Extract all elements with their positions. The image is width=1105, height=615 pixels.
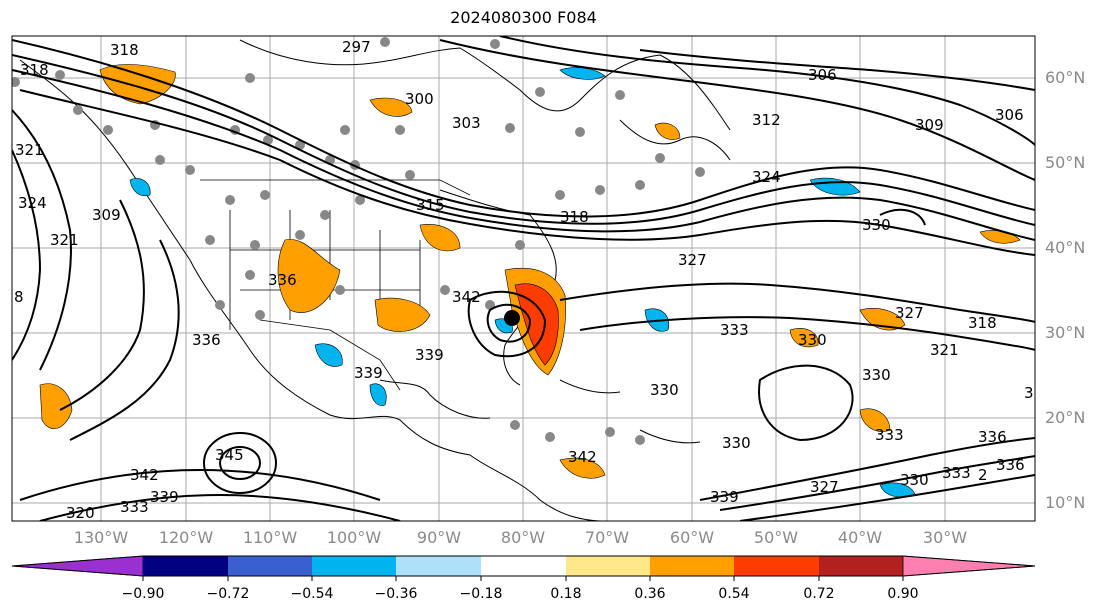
contour-labels: 318 318 297 300 303 306 306 309 312 315 … [14, 38, 1034, 522]
contour-label: 333 [875, 426, 904, 444]
colorbar-segments [11, 555, 1036, 581]
contour-label: 3 [1024, 384, 1034, 402]
height-contours [12, 36, 1035, 521]
contour-label: 333 [942, 464, 971, 482]
lon-label: 50°W [753, 528, 799, 547]
colorbar-segment [819, 556, 903, 576]
colorbar-tick: −0.18 [459, 586, 503, 602]
contour-label: 324 [18, 194, 47, 212]
contour-label: 336 [268, 271, 297, 289]
colorbar-extend-high [902, 555, 1036, 577]
lat-label: 60°N [1045, 68, 1086, 87]
shaded-negative [129, 67, 916, 498]
contour-label: 333 [720, 321, 749, 339]
lon-label: 90°W [416, 528, 462, 547]
colorbar-segment [481, 556, 566, 576]
contour-label: 327 [810, 478, 839, 496]
map-title: 2024080300 F084 [450, 8, 597, 27]
contour-label: 342 [452, 288, 481, 306]
contour-label: 339 [150, 488, 179, 506]
contour-label: 330 [650, 381, 679, 399]
contour-label: 330 [798, 331, 827, 349]
colorbar-tick: 0.72 [803, 586, 835, 602]
contour-label: 318 [968, 314, 997, 332]
contour-label: 342 [568, 448, 597, 466]
colorbar-segment [396, 556, 481, 576]
contour-label: 324 [752, 168, 781, 186]
colorbar-tick: −0.72 [206, 586, 250, 602]
contour-label: 312 [752, 111, 781, 129]
colorbar-segment [734, 556, 819, 576]
contour-label: 327 [895, 304, 924, 322]
lon-label: 30°W [922, 528, 968, 547]
colorbar-segment [228, 556, 312, 576]
contour-label: 8 [14, 288, 24, 306]
contour-label: 300 [405, 90, 434, 108]
colorbar-tick: −0.36 [374, 586, 418, 602]
lat-label: 10°N [1045, 493, 1086, 512]
lat-label: 50°N [1045, 153, 1086, 172]
lat-label: 20°N [1045, 408, 1086, 427]
contour-label: 345 [215, 446, 244, 464]
colorbar-tick: 0.18 [550, 586, 582, 602]
lon-label: 130°W [73, 528, 129, 547]
contour-label: 336 [996, 456, 1025, 474]
contour-label: 309 [92, 206, 121, 224]
lon-label: 120°W [158, 528, 214, 547]
contour-label: 320 [66, 504, 95, 522]
gridlines [12, 36, 1035, 521]
lat-label: 40°N [1045, 238, 1086, 257]
contour-label: 318 [110, 41, 139, 59]
colorbar-segment [566, 556, 650, 576]
boundaries [200, 179, 471, 391]
contour-label: 330 [900, 471, 929, 489]
contour-label: 330 [862, 366, 891, 384]
contour-label: 318 [560, 208, 589, 226]
lon-label: 80°W [500, 528, 546, 547]
contour-label: 306 [808, 66, 837, 84]
contour-label: 336 [192, 331, 221, 349]
colorbar-segment [143, 556, 228, 576]
lon-label: 100°W [326, 528, 382, 547]
lon-label: 60°W [669, 528, 715, 547]
contour-label: 318 [20, 61, 49, 79]
lon-label: 40°W [837, 528, 883, 547]
colorbar-tick: 0.36 [634, 586, 666, 602]
contour-label: 306 [995, 106, 1024, 124]
contour-label: 330 [862, 216, 891, 234]
colorbar-segment [650, 556, 734, 576]
shaded-positive [39, 64, 1021, 479]
contour-label: 342 [130, 466, 159, 484]
contour-label: 330 [722, 434, 751, 452]
lon-label: 70°W [584, 528, 630, 547]
contour-label: 303 [452, 114, 481, 132]
contour-label: 309 [915, 116, 944, 134]
colorbar-tick: 0.90 [887, 586, 919, 602]
contour-label: 327 [678, 251, 707, 269]
contour-label: 321 [930, 341, 959, 359]
colorbar-extend-low [11, 555, 144, 577]
lon-label: 110°W [242, 528, 298, 547]
contour-label: 315 [416, 196, 445, 214]
colorbar-tick: −0.90 [121, 586, 165, 602]
contour-label: 2 [978, 466, 988, 484]
colorbar-tick: 0.54 [718, 586, 750, 602]
map-content: 318 318 297 300 303 306 306 309 312 315 … [12, 36, 1035, 522]
colorbar-tick: −0.54 [290, 586, 334, 602]
contour-label: 297 [342, 38, 371, 56]
contour-label: 333 [120, 498, 149, 516]
contour-label: 339 [354, 364, 383, 382]
contour-label: 336 [978, 428, 1007, 446]
lat-label: 30°N [1045, 323, 1086, 342]
low-pressure-center [504, 310, 520, 326]
map-frame [11, 35, 1036, 522]
contour-label: 321 [50, 231, 79, 249]
contour-label: 339 [415, 346, 444, 364]
colorbar-segment [312, 556, 396, 576]
gray-dots [12, 37, 705, 445]
contour-label: 321 [15, 141, 44, 159]
contour-label: 339 [710, 488, 739, 506]
